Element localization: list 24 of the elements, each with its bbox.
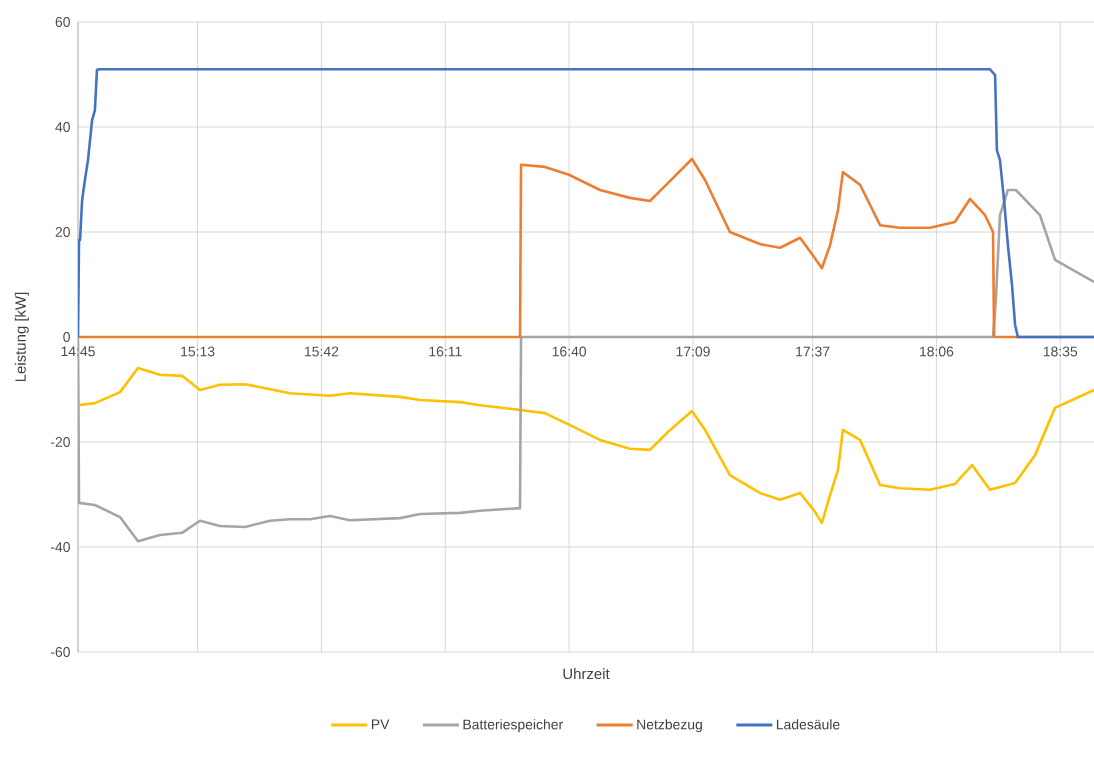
x-tick-label: 18:06 [920, 346, 954, 357]
line-series [78, 366, 1094, 525]
legend-label: Batteriespeicher [463, 719, 563, 733]
y-tick-label: 60 [55, 17, 70, 27]
line-series [78, 67, 1094, 339]
x-tick-label: 15:42 [305, 346, 339, 357]
legend-label: Netzbezug [637, 719, 702, 733]
x-tick-label: 14:45 [61, 346, 95, 357]
y-axis-title: Leistung [kW] [14, 292, 29, 382]
y-tick-label: -20 [50, 437, 70, 447]
x-tick-label: 17:37 [796, 346, 830, 357]
x-tick-label: 17:09 [676, 346, 710, 357]
x-tick-label: 15:13 [181, 346, 215, 357]
y-tick-label: -40 [50, 542, 70, 552]
x-tick-label: 16:11 [429, 346, 462, 357]
y-tick-label: 0 [63, 332, 70, 342]
y-tick-label: 40 [55, 122, 70, 132]
x-tick-label: 16:40 [552, 346, 587, 357]
x-tick-label: 18:35 [1043, 346, 1078, 357]
x-axis-title: Uhrzeit [563, 668, 610, 680]
legend-label: Ladesäule [776, 719, 840, 730]
y-tick-label: -60 [50, 647, 70, 657]
y-tick-label: 20 [55, 227, 70, 237]
legend-label: PV [371, 719, 390, 730]
